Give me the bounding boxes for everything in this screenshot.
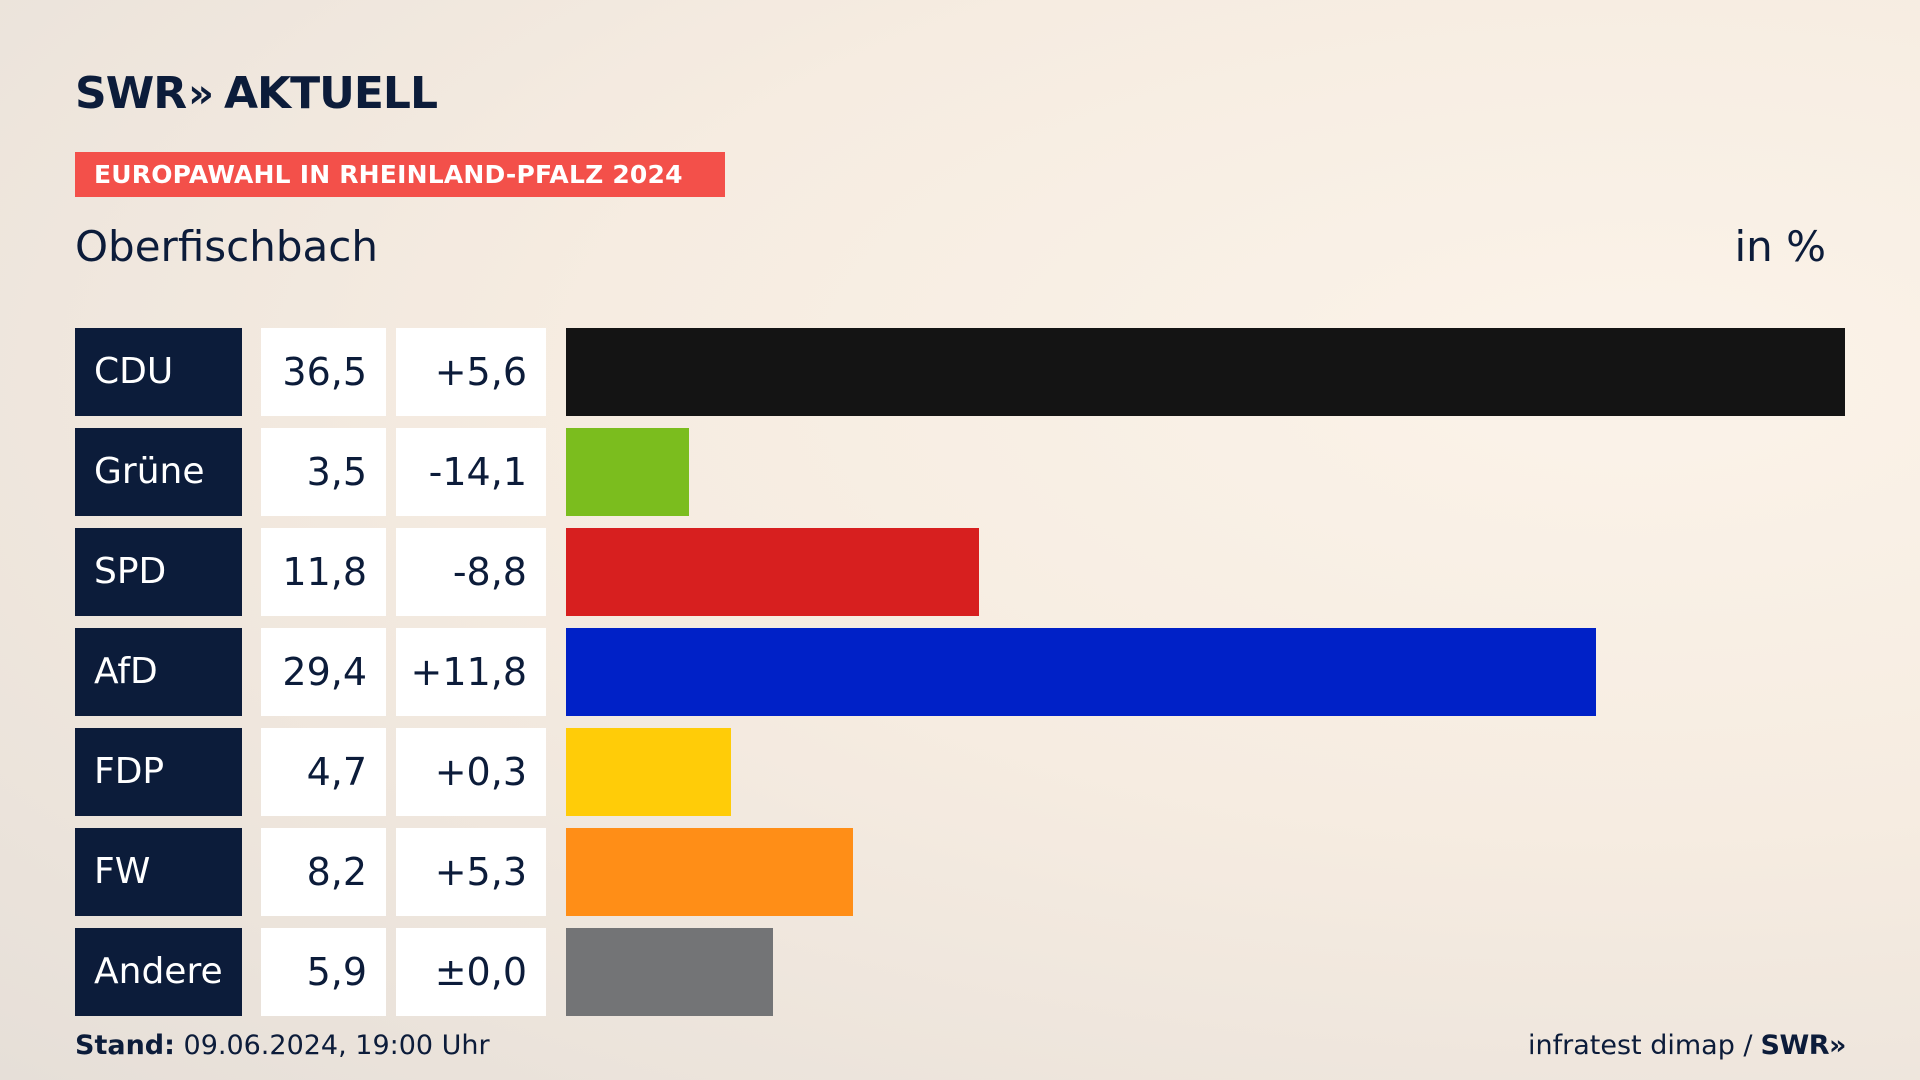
party-bar [566, 528, 979, 616]
party-diff: +11,8 [396, 628, 546, 716]
result-row: AfD 29,4 +11,8 [75, 628, 1845, 716]
party-bar [566, 828, 853, 916]
party-label: CDU [75, 328, 242, 416]
source-brand: SWR» [1760, 1030, 1847, 1061]
result-row: FDP 4,7 +0,3 [75, 728, 1845, 816]
party-diff: ±0,0 [396, 928, 546, 1016]
party-diff: -8,8 [396, 528, 546, 616]
source-text: infratest dimap / [1528, 1030, 1753, 1061]
party-bar [566, 328, 1845, 416]
party-value: 36,5 [261, 328, 386, 416]
election-kicker: EUROPAWAHL IN RHEINLAND-PFALZ 2024 [75, 152, 725, 197]
party-bar [566, 728, 731, 816]
party-value: 8,2 [261, 828, 386, 916]
stand-value: 09.06.2024, 19:00 Uhr [183, 1030, 490, 1061]
logo-sub: AKTUELL [223, 68, 438, 119]
party-value: 5,9 [261, 928, 386, 1016]
source-info: infratest dimap / SWR» [1528, 1030, 1846, 1061]
party-label: FW [75, 828, 242, 916]
party-label: AfD [75, 628, 242, 716]
stand-label: Stand: [75, 1030, 175, 1061]
result-row: FW 8,2 +5,3 [75, 828, 1845, 916]
party-label: SPD [75, 528, 242, 616]
party-value: 29,4 [261, 628, 386, 716]
party-value: 3,5 [261, 428, 386, 516]
result-row: SPD 11,8 -8,8 [75, 528, 1845, 616]
party-value: 11,8 [261, 528, 386, 616]
place-title: Oberfischbach [75, 222, 378, 271]
party-diff: +5,3 [396, 828, 546, 916]
party-bar [566, 428, 689, 516]
party-label: FDP [75, 728, 242, 816]
logo-chevron-icon: » [188, 70, 214, 117]
result-row: CDU 36,5 +5,6 [75, 328, 1845, 416]
party-bar [566, 628, 1596, 716]
result-row: Andere 5,9 ±0,0 [75, 928, 1845, 1016]
swr-aktuell-logo: SWR » AKTUELL [75, 68, 438, 119]
party-diff: +5,6 [396, 328, 546, 416]
party-label: Andere [75, 928, 242, 1016]
party-value: 4,7 [261, 728, 386, 816]
result-row: Grüne 3,5 -14,1 [75, 428, 1845, 516]
party-diff: +0,3 [396, 728, 546, 816]
party-label: Grüne [75, 428, 242, 516]
logo-main: SWR [75, 68, 187, 119]
party-diff: -14,1 [396, 428, 546, 516]
unit-label: in % [1734, 222, 1826, 271]
stand-info: Stand: 09.06.2024, 19:00 Uhr [75, 1030, 490, 1061]
party-bar [566, 928, 773, 1016]
